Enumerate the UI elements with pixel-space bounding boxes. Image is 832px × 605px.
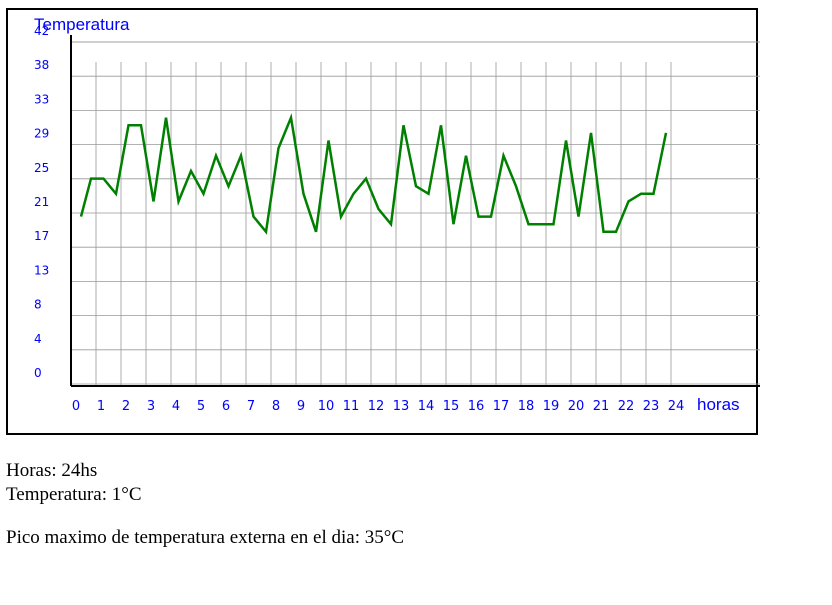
x-axis-title: horas [697, 395, 740, 414]
x-tick-label: 24 [668, 399, 685, 414]
x-tick-label: 1 [97, 399, 105, 414]
y-tick-label: 25 [34, 161, 49, 175]
x-tick-label: 6 [222, 399, 230, 414]
temperature-series-line [79, 113, 668, 235]
y-tick-label: 17 [34, 229, 49, 243]
x-tick-label: 20 [568, 399, 585, 414]
y-tick-label: 8 [34, 298, 42, 312]
x-tick-label: 2 [122, 399, 130, 414]
y-tick-label: 33 [34, 92, 49, 106]
x-tick-label: 21 [593, 399, 610, 414]
x-tick-label: 10 [318, 399, 335, 414]
y-axis-title: Temperatura [34, 15, 130, 34]
x-tick-label: 7 [247, 399, 255, 414]
temperature-info: Temperatura: 1°C [6, 484, 142, 505]
x-tick-label: 5 [197, 399, 205, 414]
y-tick-label: 29 [34, 127, 49, 141]
x-tick-label: 18 [518, 399, 535, 414]
x-tick-label: 22 [618, 399, 635, 414]
x-tick-label: 11 [343, 399, 360, 414]
x-tick-label: 16 [468, 399, 485, 414]
y-tick-label: 4 [34, 332, 42, 346]
y-tick-label: 38 [34, 58, 49, 72]
y-tick-label: 21 [34, 195, 49, 209]
x-tick-label: 15 [443, 399, 460, 414]
chart-frame: 0 4 8 13 17 21 25 29 33 38 42 0 1 2 3 4 5 6 7 8 9 10 11 12 13 14… [6, 8, 760, 435]
x-tick-label: 19 [543, 399, 560, 414]
y-tick-label: 13 [34, 263, 49, 277]
horizontal-grid [71, 41, 760, 385]
x-tick-label: 3 [147, 399, 155, 414]
x-tick-label: 12 [368, 399, 385, 414]
x-tick-label: 8 [272, 399, 280, 414]
x-tick-label: 14 [418, 399, 435, 414]
y-tick-label: 42 [34, 24, 49, 38]
x-tick-label: 17 [493, 399, 510, 414]
y-tick-labels: 0 4 8 13 17 21 25 29 33 38 42 [34, 24, 49, 380]
peak-temperature-info: Pico maximo de temperatura externa en el… [6, 527, 405, 548]
x-tick-label: 23 [643, 399, 660, 414]
x-tick-label: 0 [72, 399, 80, 414]
y-tick-label: 0 [34, 366, 42, 380]
x-tick-label: 9 [297, 399, 305, 414]
x-tick-label: 13 [393, 399, 410, 414]
x-tick-label: 4 [172, 399, 180, 414]
x-tick-labels: 0 1 2 3 4 5 6 7 8 9 10 11 12 13 14 15 16 17 18 19 20 21 22 23 24 [72, 399, 684, 414]
hours-info: Horas: 24hs [6, 460, 98, 481]
